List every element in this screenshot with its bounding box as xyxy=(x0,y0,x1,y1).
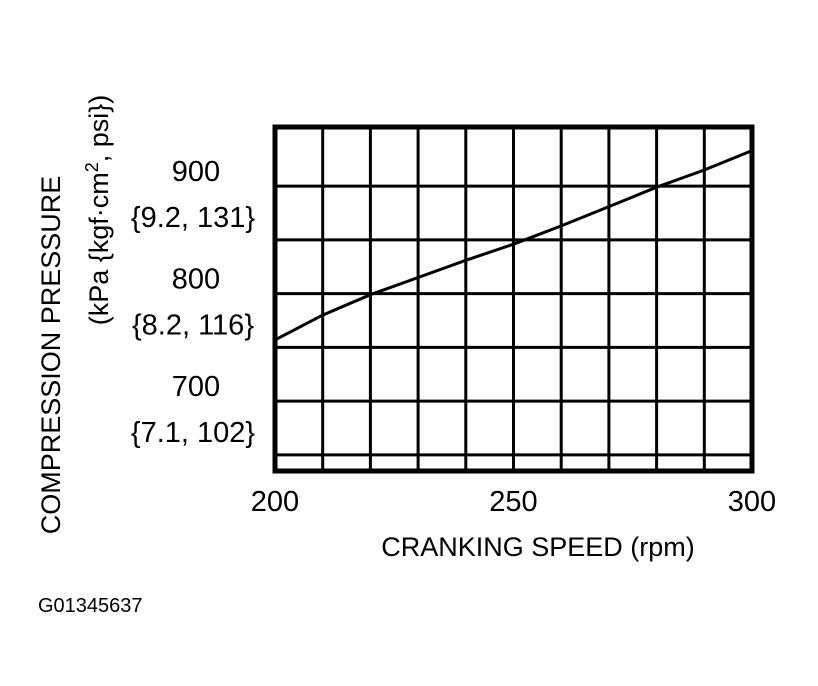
y-tick-sublabel: {7.1, 102} xyxy=(131,417,255,449)
y-tick-label: 700 xyxy=(172,371,220,403)
grid xyxy=(275,127,752,471)
y-tick-label: 800 xyxy=(172,264,220,296)
y-axis-label-line2: (kPa {kgf·cm2, psi}) xyxy=(82,95,114,326)
x-tick-labels: 200 250 300 xyxy=(251,486,776,518)
y-axis-label-line1: COMPRESSION PRESSURE xyxy=(36,176,66,535)
y-tick-label: 900 xyxy=(172,156,220,188)
y-axis-label: COMPRESSION PRESSURE (kPa {kgf·cm2, psi}… xyxy=(36,95,114,535)
y-tick-sublabel: {8.2, 116} xyxy=(132,310,254,342)
x-tick-label: 200 xyxy=(251,486,299,518)
y-tick-sublabel: {9.2, 131} xyxy=(131,202,255,234)
y-axis-label-unit-prefix: (kPa {kgf·cm xyxy=(84,172,114,325)
x-tick-label: 250 xyxy=(489,486,537,518)
y-axis-label-superscript: 2 xyxy=(82,162,102,172)
x-tick-label: 300 xyxy=(728,486,776,518)
y-tick-labels: 900 {9.2, 131} 800 {8.2, 116} 700 {7.1, 102} xyxy=(131,156,255,449)
compression-curve xyxy=(274,149,753,342)
y-axis-label-unit-suffix: , psi}) xyxy=(84,95,114,163)
plot-frame xyxy=(272,124,755,474)
figure-id: G01345637 xyxy=(38,595,143,617)
x-axis-label: CRANKING SPEED (rpm) xyxy=(381,532,695,562)
